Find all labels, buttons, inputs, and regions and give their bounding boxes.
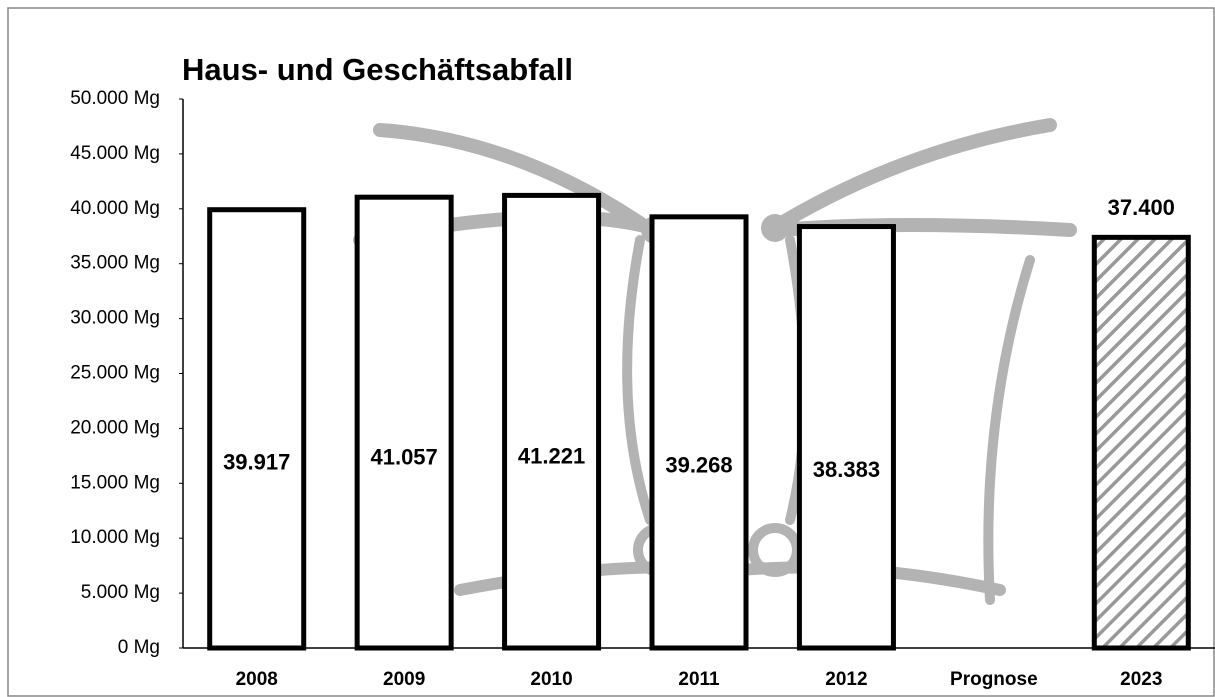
bar bbox=[652, 217, 746, 648]
y-tick-label: 30.000 Mg bbox=[70, 308, 160, 329]
x-tick-label: 2010 bbox=[530, 669, 572, 690]
y-tick-label: 25.000 Mg bbox=[70, 363, 160, 384]
x-tick-label: 2009 bbox=[383, 669, 425, 690]
value-label: 38.383 bbox=[813, 457, 880, 482]
chart: Haus- und Geschäftsabfall 0 Mg 5.000 Mg 10… bbox=[0, 0, 1215, 697]
value-label: 37.400 bbox=[1108, 195, 1175, 220]
value-label: 41.221 bbox=[518, 444, 585, 469]
value-label: 39.268 bbox=[665, 453, 732, 478]
y-tick-label: 50.000 Mg bbox=[70, 88, 160, 109]
x-tick-label: 2023 bbox=[1120, 669, 1162, 690]
bar bbox=[1094, 237, 1188, 648]
y-tick-label: 20.000 Mg bbox=[70, 417, 160, 438]
y-tick-label: 45.000 Mg bbox=[70, 143, 160, 164]
x-tick-label: 2011 bbox=[678, 669, 720, 690]
x-tick-label: Prognose bbox=[950, 669, 1038, 690]
bar bbox=[210, 210, 304, 648]
bar bbox=[357, 197, 451, 648]
bar bbox=[799, 227, 893, 648]
y-tick-label: 40.000 Mg bbox=[70, 198, 160, 219]
x-tick-label: 2008 bbox=[236, 669, 278, 690]
y-tick-label: 0 Mg bbox=[118, 637, 160, 658]
x-tick-label: 2012 bbox=[825, 669, 867, 690]
y-tick-label: 10.000 Mg bbox=[70, 527, 160, 548]
bar bbox=[505, 195, 599, 648]
y-tick-label: 15.000 Mg bbox=[70, 472, 160, 493]
y-tick-label: 35.000 Mg bbox=[70, 253, 160, 274]
y-tick-label: 5.000 Mg bbox=[81, 582, 160, 603]
chart-title: Haus- und Geschäftsabfall bbox=[182, 52, 573, 87]
chart-frame bbox=[8, 8, 1214, 696]
value-label: 39.917 bbox=[223, 450, 290, 475]
value-label: 41.057 bbox=[370, 444, 437, 469]
